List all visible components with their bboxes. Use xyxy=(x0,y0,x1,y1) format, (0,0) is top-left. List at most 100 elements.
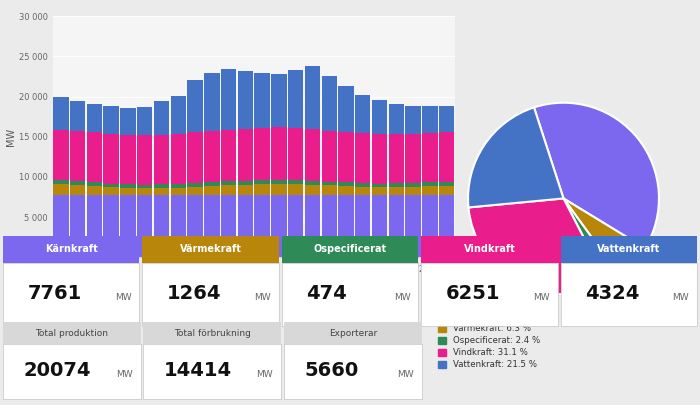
Text: MW: MW xyxy=(397,370,414,379)
Bar xyxy=(87,104,102,132)
Bar xyxy=(271,184,286,195)
Bar xyxy=(355,195,370,257)
Bar xyxy=(237,185,253,195)
Bar xyxy=(204,186,220,195)
Bar xyxy=(171,96,186,134)
Bar xyxy=(120,188,136,195)
Bar xyxy=(271,127,286,180)
Text: MW: MW xyxy=(254,293,271,302)
Bar xyxy=(237,71,253,129)
Bar xyxy=(204,195,220,257)
Text: Total förbrukning: Total förbrukning xyxy=(174,328,251,338)
Text: 20074: 20074 xyxy=(24,361,91,380)
Bar xyxy=(237,181,253,185)
Bar xyxy=(422,133,438,182)
Bar xyxy=(321,185,337,195)
Bar xyxy=(254,73,270,128)
Bar xyxy=(70,181,85,185)
Bar xyxy=(70,132,85,181)
Bar xyxy=(321,181,337,185)
Text: 1264: 1264 xyxy=(167,284,221,303)
Bar xyxy=(188,80,203,132)
Bar xyxy=(137,135,153,185)
Bar xyxy=(154,195,169,257)
Y-axis label: MW: MW xyxy=(6,128,16,146)
Bar xyxy=(389,187,404,195)
Bar xyxy=(254,184,270,195)
Bar xyxy=(355,183,370,187)
Text: 14414: 14414 xyxy=(164,361,232,380)
Bar xyxy=(372,134,387,183)
Bar xyxy=(372,100,387,134)
Bar xyxy=(171,184,186,188)
Bar xyxy=(288,184,303,195)
Bar xyxy=(389,183,404,187)
Bar xyxy=(422,195,438,257)
Text: 4324: 4324 xyxy=(585,284,640,303)
Text: Vattenkraft: Vattenkraft xyxy=(597,245,661,254)
Bar xyxy=(70,101,85,132)
Bar xyxy=(439,195,454,257)
Bar xyxy=(188,195,203,257)
Bar xyxy=(405,183,421,187)
Bar xyxy=(422,186,438,195)
Text: Exporterar: Exporterar xyxy=(329,328,377,338)
Bar xyxy=(137,107,153,135)
Bar xyxy=(120,195,136,257)
Bar xyxy=(304,181,320,185)
Bar xyxy=(338,195,354,257)
Bar xyxy=(439,132,454,182)
Bar xyxy=(87,186,102,195)
Bar xyxy=(70,185,85,195)
Bar xyxy=(422,106,438,133)
Bar xyxy=(204,73,220,131)
Bar xyxy=(87,195,102,257)
Bar xyxy=(188,132,203,183)
Bar xyxy=(405,187,421,195)
Bar xyxy=(237,129,253,181)
Bar xyxy=(304,66,320,129)
Text: Ospecificerat: Ospecificerat xyxy=(314,245,386,254)
Bar xyxy=(120,185,136,188)
Bar xyxy=(53,130,69,180)
Wedge shape xyxy=(534,103,659,248)
Bar xyxy=(104,195,119,257)
Bar xyxy=(271,195,286,257)
Bar xyxy=(439,182,454,186)
Text: MW: MW xyxy=(115,293,132,302)
Bar xyxy=(372,188,387,195)
Wedge shape xyxy=(468,107,564,207)
Bar xyxy=(120,108,136,135)
Bar xyxy=(439,106,454,132)
Bar xyxy=(389,195,404,257)
Bar xyxy=(338,182,354,186)
Bar xyxy=(53,97,69,130)
Bar xyxy=(254,195,270,257)
Bar xyxy=(288,70,303,128)
Text: MW: MW xyxy=(256,370,273,379)
Bar xyxy=(104,134,119,183)
Bar xyxy=(304,129,320,181)
Bar xyxy=(104,187,119,195)
Bar xyxy=(355,133,370,183)
Bar xyxy=(254,128,270,180)
Bar xyxy=(405,134,421,183)
Bar xyxy=(120,135,136,185)
Bar xyxy=(304,185,320,195)
Bar xyxy=(221,195,237,257)
Bar xyxy=(321,76,337,130)
Text: 474: 474 xyxy=(307,284,347,303)
Bar xyxy=(188,187,203,195)
Bar xyxy=(304,195,320,257)
Bar xyxy=(204,131,220,182)
Bar xyxy=(389,134,404,183)
Bar xyxy=(221,69,237,130)
Bar xyxy=(288,180,303,184)
Bar xyxy=(338,85,354,132)
Bar xyxy=(171,134,186,184)
Bar xyxy=(254,180,270,184)
Bar xyxy=(171,188,186,195)
Bar xyxy=(137,185,153,188)
Bar xyxy=(53,184,69,194)
Text: MW: MW xyxy=(533,293,550,302)
